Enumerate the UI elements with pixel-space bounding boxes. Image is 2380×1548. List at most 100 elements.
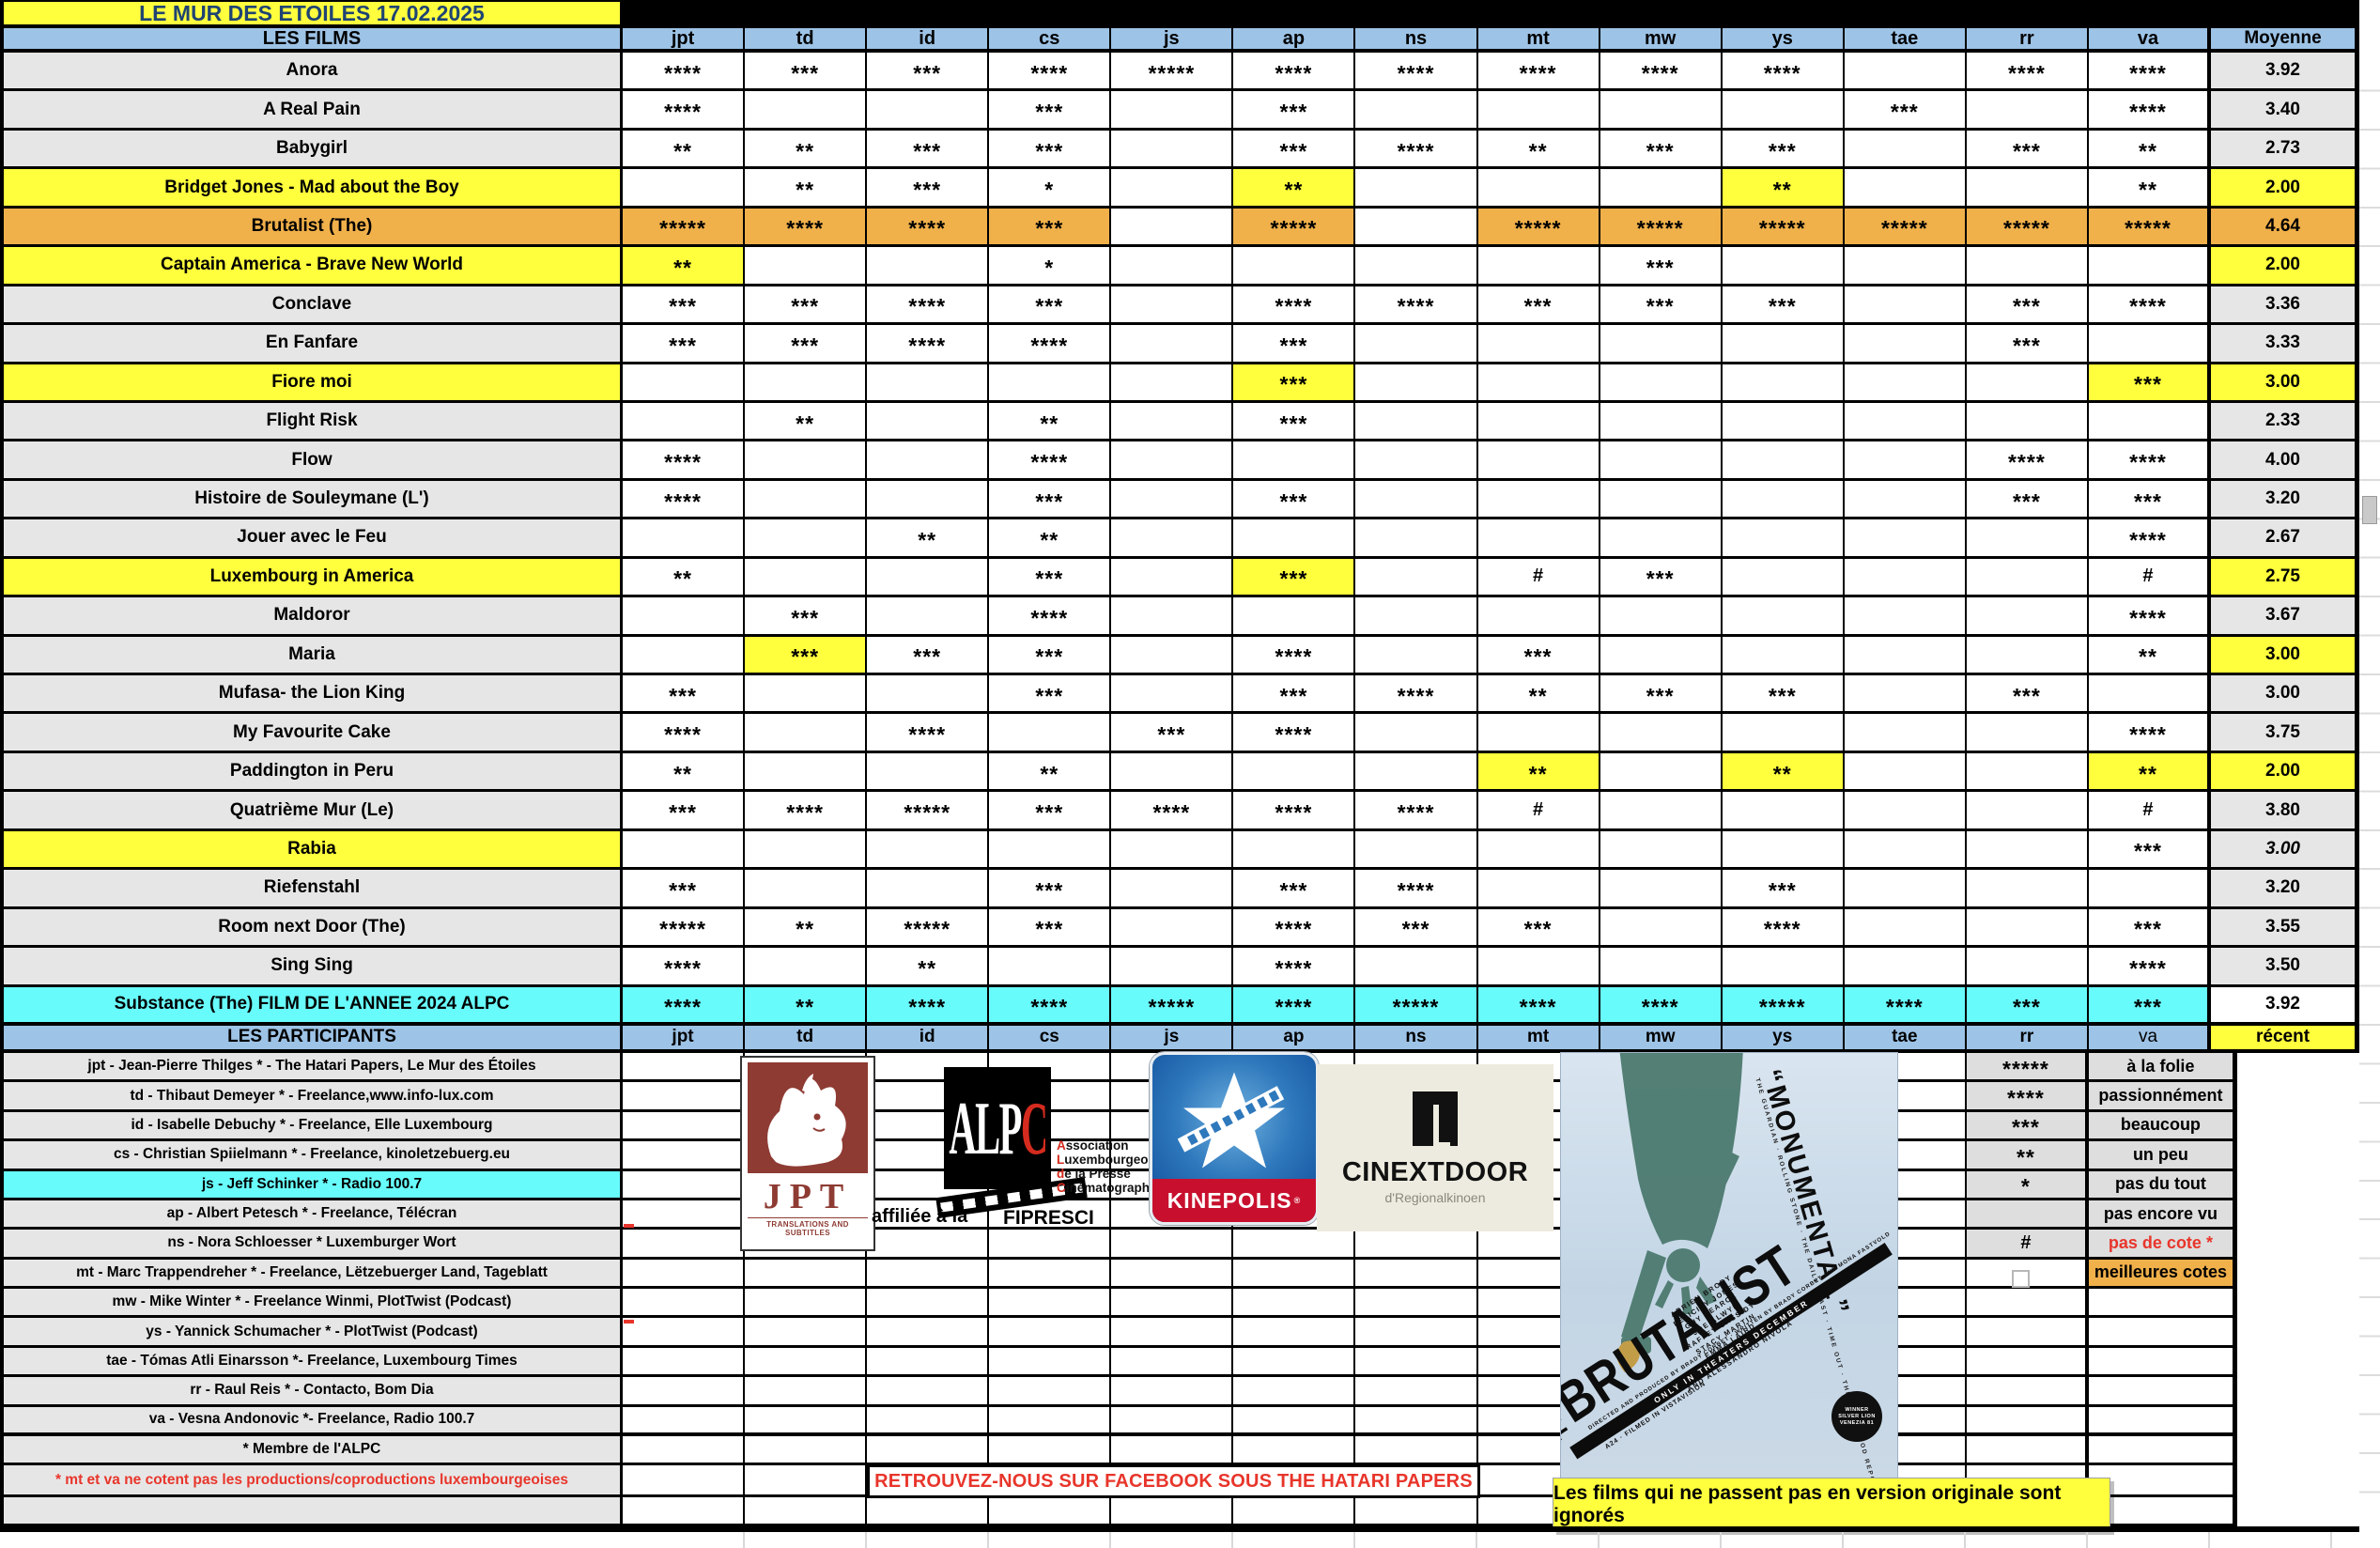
rating-cell-cs[interactable]	[989, 364, 1112, 403]
grid-cell[interactable]	[623, 1406, 746, 1437]
column-header-moyenne[interactable]: Moyenne	[2211, 28, 2360, 53]
scrollbar-thumb[interactable]	[2362, 496, 2377, 524]
rating-cell-cs[interactable]: ****	[989, 53, 1112, 92]
rating-cell-ap[interactable]: ***	[1233, 325, 1356, 364]
rating-cell-mt[interactable]	[1477, 870, 1600, 909]
rating-cell-cs[interactable]: ***	[989, 675, 1112, 715]
legend-label-cell[interactable]	[2088, 1436, 2237, 1466]
rating-cell-id[interactable]	[867, 830, 990, 871]
grid-cell[interactable]	[623, 1170, 746, 1200]
legend-label-cell[interactable]: pas du tout	[2088, 1170, 2237, 1200]
rating-cell-cs[interactable]: ***	[989, 870, 1112, 909]
rating-cell-js[interactable]	[1111, 597, 1234, 637]
grid-cell[interactable]	[867, 1318, 990, 1348]
rating-cell-id[interactable]: *****	[867, 908, 990, 949]
rating-cell-mw[interactable]	[1600, 636, 1723, 675]
rating-cell-mw[interactable]	[1600, 714, 1723, 753]
rating-cell-td[interactable]: **	[745, 402, 868, 442]
moyenne-cell[interactable]: 3.00	[2211, 675, 2360, 715]
moyenne-cell[interactable]: 3.50	[2211, 948, 2360, 987]
rating-cell-jpt[interactable]: *****	[623, 208, 746, 248]
grid-cell[interactable]	[1111, 1496, 1234, 1526]
legend-label-cell[interactable]: à la folie	[2088, 1052, 2237, 1083]
rating-cell-td[interactable]	[745, 364, 868, 403]
moyenne-cell[interactable]: 2.00	[2211, 169, 2360, 209]
moyenne-cell[interactable]: 2.00	[2211, 752, 2360, 793]
rating-cell-jpt[interactable]: ****	[623, 986, 746, 1026]
grid-cell[interactable]	[623, 1465, 746, 1497]
column-header-ys[interactable]: ys	[1722, 28, 1845, 53]
rating-cell-mt[interactable]: ****	[1477, 986, 1600, 1026]
rating-cell-tae[interactable]	[1844, 830, 1967, 871]
rating-cell-jpt[interactable]: ****	[623, 948, 746, 987]
rating-cell-js[interactable]	[1111, 948, 1234, 987]
moyenne-cell[interactable]: 3.20	[2211, 480, 2360, 520]
column-header-cs[interactable]: cs	[989, 28, 1112, 53]
legend-label-cell[interactable]	[2088, 1289, 2237, 1319]
rating-cell-mt[interactable]: **	[1477, 752, 1600, 793]
rating-cell-rr[interactable]	[1966, 792, 2089, 831]
rating-cell-tae[interactable]	[1844, 519, 1967, 559]
grid-cell[interactable]	[1355, 1347, 1478, 1378]
rating-cell-rr[interactable]: *****	[1966, 208, 2089, 248]
rating-cell-va[interactable]: **	[2088, 636, 2212, 675]
column-header-ap[interactable]: ap	[1233, 28, 1356, 53]
grid-cell[interactable]	[867, 1259, 990, 1290]
film-name-cell[interactable]: Luxembourg in America	[0, 558, 623, 598]
rating-cell-js[interactable]	[1111, 908, 1234, 949]
legend-symbol-cell[interactable]	[1966, 1200, 2089, 1231]
rating-cell-va[interactable]: #	[2088, 558, 2212, 598]
rating-cell-id[interactable]: ***	[867, 636, 990, 675]
legend-symbol-cell[interactable]	[1966, 1436, 2089, 1466]
rating-cell-mt[interactable]: ***	[1477, 908, 1600, 949]
participant-cell[interactable]: ns - Nora Schloesser * Luxemburger Wort	[0, 1230, 623, 1260]
rating-cell-mw[interactable]	[1600, 91, 1723, 131]
participant-cell[interactable]: td - Thibaut Demeyer * - Freelance,www.i…	[0, 1082, 623, 1112]
rating-cell-mt[interactable]: #	[1477, 792, 1600, 831]
rating-cell-mt[interactable]: #	[1477, 558, 1600, 598]
grid-cell[interactable]	[1355, 1377, 1478, 1407]
grid-cell[interactable]	[989, 1289, 1112, 1319]
rating-cell-rr[interactable]: ***	[1966, 675, 2089, 715]
rating-cell-tae[interactable]	[1844, 675, 1967, 715]
grid-cell[interactable]	[2088, 1465, 2237, 1497]
rating-cell-rr[interactable]: ***	[1966, 286, 2089, 326]
rating-cell-js[interactable]	[1111, 402, 1234, 442]
rating-cell-mt[interactable]: **	[1477, 130, 1600, 170]
participant-cell[interactable]: mw - Mike Winter * - Freelance Winmi, Pl…	[0, 1289, 623, 1319]
rating-cell-va[interactable]: #	[2088, 792, 2212, 831]
rating-cell-id[interactable]	[867, 441, 990, 481]
film-name-cell[interactable]: Histoire de Souleymane (L')	[0, 480, 623, 520]
rating-cell-id[interactable]: ****	[867, 714, 990, 753]
rating-cell-tae[interactable]	[1844, 636, 1967, 675]
rating-cell-td[interactable]: **	[745, 130, 868, 170]
rating-cell-td[interactable]	[745, 91, 868, 131]
rating-cell-ns[interactable]: ****	[1355, 675, 1478, 715]
rating-cell-ap[interactable]	[1233, 441, 1356, 481]
rating-cell-ns[interactable]: ****	[1355, 130, 1478, 170]
rating-cell-id[interactable]: ***	[867, 53, 990, 92]
rating-cell-cs[interactable]: **	[989, 519, 1112, 559]
rating-cell-tae[interactable]	[1844, 402, 1967, 442]
film-name-cell[interactable]: Maldoror	[0, 597, 623, 637]
grid-cell[interactable]	[1111, 1377, 1234, 1407]
rating-cell-rr[interactable]	[1966, 519, 2089, 559]
rating-cell-cs[interactable]: ***	[989, 130, 1112, 170]
film-name-cell[interactable]: En Fanfare	[0, 325, 623, 364]
rating-cell-ap[interactable]: ***	[1233, 402, 1356, 442]
rating-cell-ap[interactable]: *****	[1233, 208, 1356, 248]
film-name-cell[interactable]: Anora	[0, 53, 623, 92]
rating-cell-tae[interactable]	[1844, 948, 1967, 987]
sheet-title[interactable]: LE MUR DES ETOILES 17.02.2025	[0, 0, 623, 28]
rating-cell-rr[interactable]	[1966, 908, 2089, 949]
rating-cell-mt[interactable]	[1477, 91, 1600, 131]
rating-cell-ap[interactable]: ****	[1233, 792, 1356, 831]
rating-cell-tae[interactable]	[1844, 130, 1967, 170]
grid-cell[interactable]	[989, 1436, 1112, 1466]
rating-cell-mw[interactable]: ****	[1600, 53, 1723, 92]
rating-cell-va[interactable]: ****	[2088, 53, 2212, 92]
grid-cell[interactable]	[1111, 1347, 1234, 1378]
rating-cell-va[interactable]: **	[2088, 130, 2212, 170]
moyenne-cell[interactable]: 2.73	[2211, 130, 2360, 170]
rating-cell-mw[interactable]	[1600, 519, 1723, 559]
